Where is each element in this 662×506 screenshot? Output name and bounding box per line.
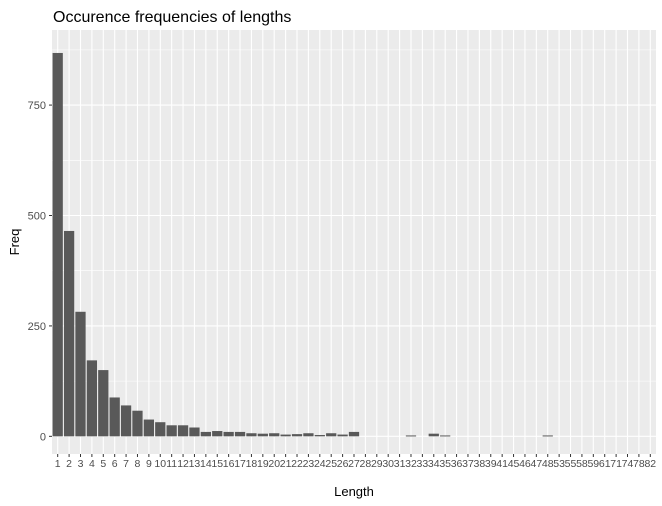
bar [63,230,75,437]
y-tick-label: 500 [28,211,46,223]
x-tick-label: 11 [166,458,177,470]
x-tick-label: 26 [337,458,349,470]
x-tick-label: 20 [268,458,280,470]
bar [348,431,360,437]
x-tick-label: 23 [303,458,315,470]
x-tick-label: 45 [508,458,520,470]
bar [303,433,314,437]
bar [428,433,439,437]
y-axis-ticks: 0 250 500 750 [28,100,52,443]
bar [405,435,417,437]
x-tick-label: 17 [234,458,246,470]
y-tick-label: 0 [40,431,46,443]
bar [440,435,451,437]
x-tick-label: 18 [246,458,258,470]
x-tick-label: 35 [439,458,451,470]
x-tick-label: 39 [485,458,497,470]
x-tick-label: 58 [576,458,588,470]
y-axis-title: Freq [7,229,22,256]
x-tick-label: 15 [211,458,223,470]
x-tick-label: 48 [542,458,554,470]
bars-group [52,52,553,437]
bar [257,433,268,437]
x-tick-label: 24 [314,458,326,470]
bar [200,431,211,437]
x-tick-label: 41 [496,458,508,470]
x-tick-label: 5 [100,458,106,470]
x-tick-label: 21 [280,458,292,470]
bar [120,405,132,437]
bar [326,433,337,437]
y-tick-label: 250 [28,321,46,333]
x-tick-label: 3 [78,458,84,470]
x-axis-title: Length [334,484,374,499]
x-tick-label: 10 [154,458,166,470]
x-axis-ticks: 1 2 3 4 5 6 7 8 9 10 11 12 13 14 15 16 17 18 19 20 21 22 23 24 2… [55,454,656,470]
x-tick-label: 22 [291,458,303,470]
bar [337,434,348,437]
x-tick-label: 36 [451,458,463,470]
x-tick-label: 19 [257,458,269,470]
x-tick-label: 78 [633,458,645,470]
x-tick-label: 4 [89,458,95,470]
bar [234,431,246,437]
bar [109,397,120,437]
x-tick-label: 29 [371,458,383,470]
x-tick-label: 14 [200,458,212,470]
x-tick-label: 71 [610,458,622,470]
bar [269,433,280,437]
x-tick-label: 30 [382,458,394,470]
x-tick-label: 33 [417,458,429,470]
x-tick-label: 61 [599,458,611,470]
y-tick-label: 750 [28,100,46,112]
bar [177,425,189,437]
bar [52,52,63,437]
x-tick-label: 16 [223,458,235,470]
bar [246,433,257,437]
bar [189,427,200,437]
x-tick-label: 13 [189,458,201,470]
x-tick-label: 32 [405,458,417,470]
bar [155,422,166,437]
x-tick-label: 82 [644,458,656,470]
x-tick-label: 2 [66,458,72,470]
x-tick-label: 28 [360,458,372,470]
chart-title: Occurence frequencies of lengths [53,9,291,26]
bar [143,419,154,437]
x-tick-label: 31 [394,458,406,470]
x-tick-label: 25 [325,458,337,470]
x-tick-label: 8 [135,458,141,470]
x-tick-label: 34 [428,458,440,470]
bar [98,370,109,437]
bar [314,435,325,437]
x-tick-label: 37 [462,458,474,470]
x-tick-label: 27 [348,458,360,470]
bar [280,434,291,437]
x-tick-label: 1 [55,458,61,470]
x-tick-label: 53 [553,458,565,470]
bar [86,360,98,437]
bar [542,435,553,437]
x-tick-label: 9 [146,458,152,470]
x-tick-label: 38 [474,458,486,470]
bar [212,431,223,437]
x-tick-label: 6 [112,458,118,470]
bar [166,425,177,437]
bar [223,431,234,437]
x-tick-label: 55 [565,458,577,470]
x-tick-label: 59 [587,458,599,470]
x-tick-label: 46 [519,458,531,470]
bar [75,311,86,437]
x-tick-label: 74 [622,458,634,470]
x-tick-label: 7 [123,458,129,470]
x-tick-label: 12 [177,458,189,470]
bar [291,434,303,437]
x-tick-label: 47 [530,458,542,470]
bar [132,410,143,437]
